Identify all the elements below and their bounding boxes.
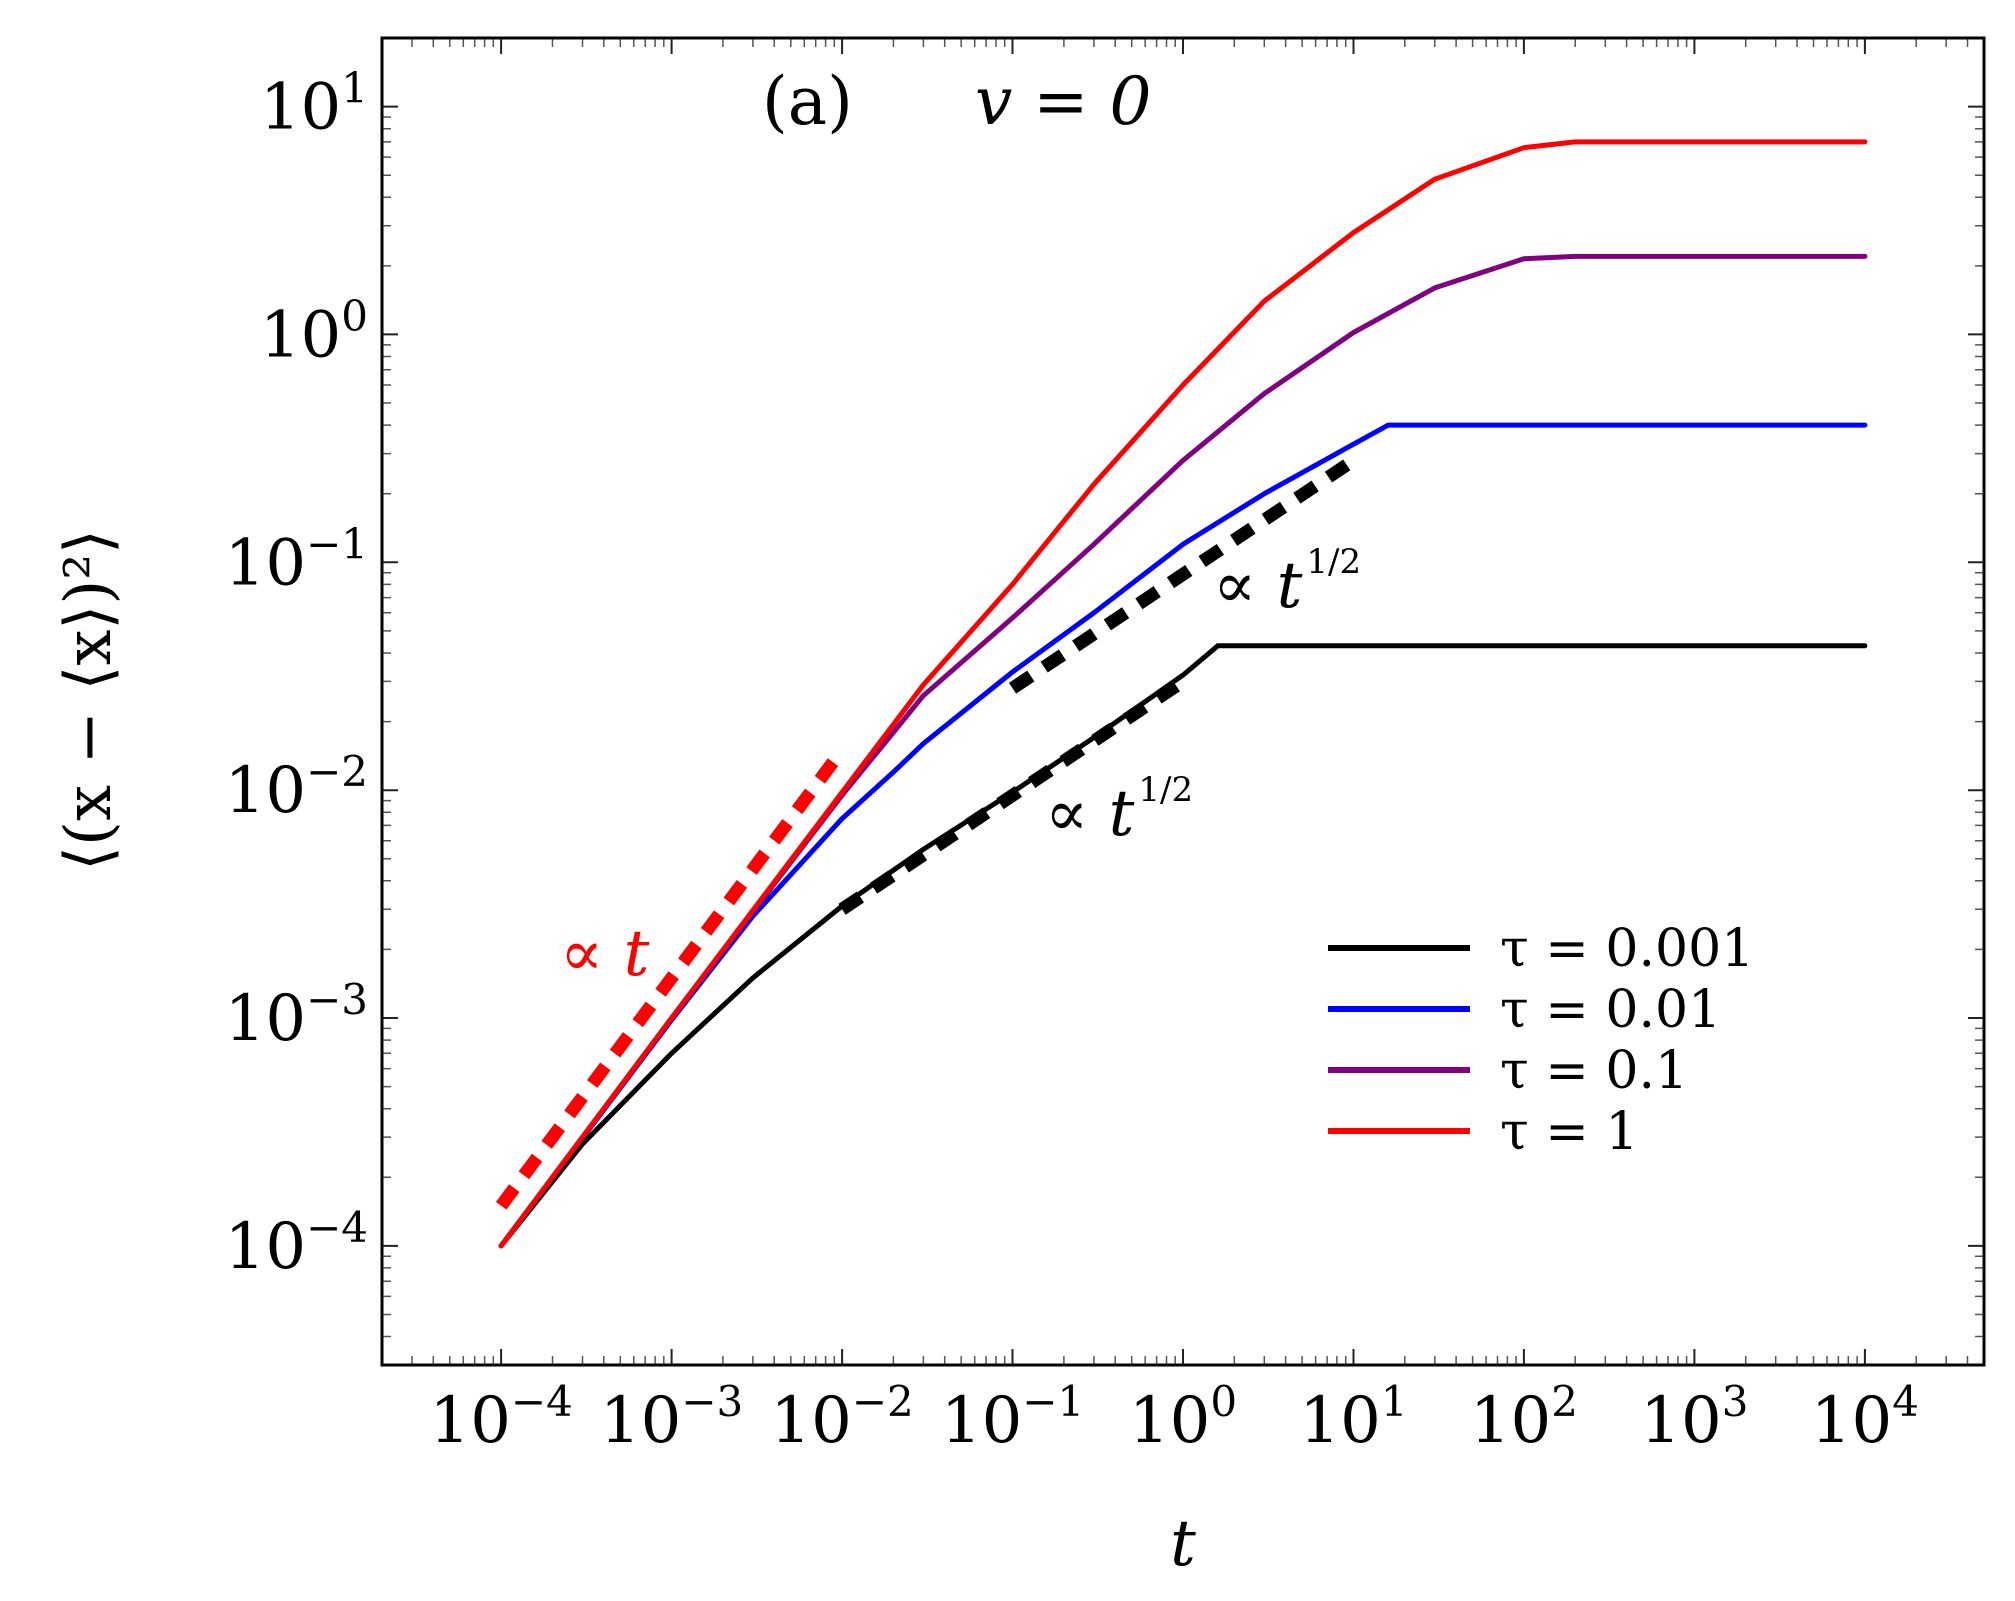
x-tick-label: 10−2 [770, 1377, 913, 1458]
guide-line-3 [1008, 455, 1358, 694]
guide-line-1 [495, 746, 848, 1210]
x-tick-label: 103 [1640, 1377, 1748, 1458]
guide-label-2: ∝ t 1/2 [1045, 770, 1193, 851]
y-tick-label: 10−1 [225, 519, 368, 600]
minor-tick-marks [381, 37, 1985, 1366]
legend-label-1: τ = 0.001 [1500, 919, 1754, 979]
x-tick-label: 10−4 [429, 1377, 572, 1458]
y-tick-label: 10−4 [225, 1203, 368, 1284]
series-line-4 [498, 139, 1868, 1249]
series-line-2 [498, 422, 1868, 1249]
legend-label-3: τ = 0.1 [1500, 1041, 1688, 1101]
x-tick-label: 10−1 [941, 1377, 1084, 1458]
y-tick-label: 100 [260, 291, 368, 372]
legend-label-2: τ = 0.01 [1500, 980, 1721, 1040]
panel-label: (a) [762, 63, 853, 140]
guide-labels: ∝ t ∝ t 1/2 ∝ t 1/2 [560, 542, 1361, 991]
y-tick-label: 10−2 [225, 747, 368, 828]
major-tick-marks [382, 38, 1984, 1365]
x-tick-label: 100 [1129, 1377, 1237, 1458]
y-tick-labels: 10−4 10−3 10−2 10−1 100 101 [225, 64, 368, 1284]
series-lines [498, 139, 1868, 1249]
series-line-1 [498, 643, 1868, 1249]
y-tick-label: 10−3 [225, 975, 368, 1056]
parameter-label: v = 0 [975, 63, 1152, 140]
x-axis-label: t [1170, 1507, 1196, 1581]
guide-label-3: ∝ t 1/2 [1213, 542, 1361, 623]
x-tick-label: 10−3 [600, 1377, 743, 1458]
plot-frame [380, 36, 1986, 1367]
major-ticks [382, 38, 1984, 1365]
x-tick-label: 102 [1470, 1377, 1578, 1458]
minor-ticks [381, 37, 1985, 1366]
x-tick-labels: 10−4 10−3 10−2 10−1 100 101 102 103 104 [429, 1377, 1918, 1458]
guide-lines [495, 455, 1358, 1210]
y-axis-label: ⟨(x − ⟨x⟩)²⟩ [52, 529, 126, 871]
x-tick-label: 101 [1299, 1377, 1407, 1458]
y-tick-label: 101 [260, 64, 368, 145]
legend-label-4: τ = 1 [1500, 1102, 1638, 1162]
guide-line-2 [838, 676, 1187, 915]
x-tick-label: 104 [1811, 1377, 1919, 1458]
guide-label-1: ∝ t [560, 917, 650, 991]
